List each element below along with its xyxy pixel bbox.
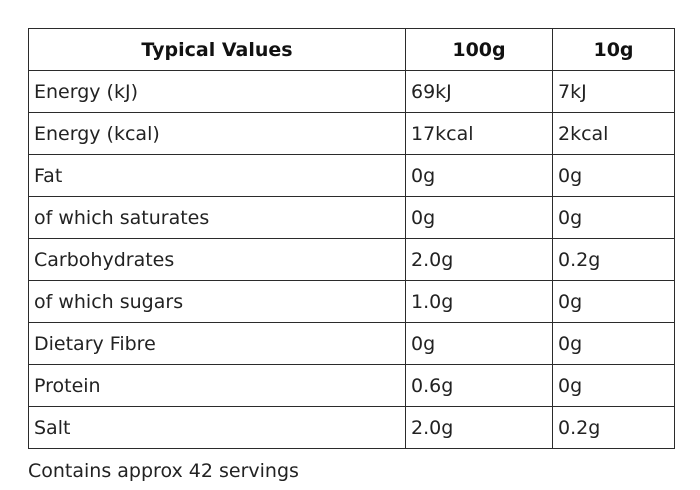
value-per-100g: 0g: [405, 322, 553, 365]
nutrient-label: Protein: [28, 364, 406, 407]
value-per-100g: 1.0g: [405, 280, 553, 323]
nutrient-label: Energy (kJ): [28, 70, 406, 113]
value-per-10g: 0.2g: [552, 238, 675, 281]
value-per-10g: 2kcal: [552, 112, 675, 155]
header-per-100g: 100g: [405, 28, 553, 71]
value-per-10g: 0.2g: [552, 406, 675, 449]
nutrient-label: of which sugars: [28, 280, 406, 323]
nutrient-label: Fat: [28, 154, 406, 197]
table-row: of which sugars 1.0g 0g: [28, 280, 675, 323]
table-row: Fat 0g 0g: [28, 154, 675, 197]
value-per-10g: 0g: [552, 154, 675, 197]
table-row: Energy (kJ) 69kJ 7kJ: [28, 70, 675, 113]
table-header-row: Typical Values 100g 10g: [28, 28, 675, 71]
table-row: Carbohydrates 2.0g 0.2g: [28, 238, 675, 281]
table-row: of which saturates 0g 0g: [28, 196, 675, 239]
nutrient-label: Dietary Fibre: [28, 322, 406, 365]
table-row: Salt 2.0g 0.2g: [28, 406, 675, 449]
value-per-10g: 7kJ: [552, 70, 675, 113]
value-per-100g: 0.6g: [405, 364, 553, 407]
value-per-100g: 2.0g: [405, 238, 553, 281]
servings-footnote: Contains approx 42 servings: [28, 460, 299, 482]
nutrient-label: Energy (kcal): [28, 112, 406, 155]
nutrition-table: Typical Values 100g 10g Energy (kJ) 69kJ…: [28, 28, 675, 449]
table-row: Energy (kcal) 17kcal 2kcal: [28, 112, 675, 155]
nutrient-label: Salt: [28, 406, 406, 449]
nutrient-label: Carbohydrates: [28, 238, 406, 281]
table-row: Protein 0.6g 0g: [28, 364, 675, 407]
value-per-10g: 0g: [552, 280, 675, 323]
value-per-10g: 0g: [552, 364, 675, 407]
value-per-100g: 69kJ: [405, 70, 553, 113]
value-per-10g: 0g: [552, 322, 675, 365]
nutrient-label: of which saturates: [28, 196, 406, 239]
value-per-100g: 0g: [405, 154, 553, 197]
value-per-100g: 2.0g: [405, 406, 553, 449]
value-per-100g: 17kcal: [405, 112, 553, 155]
header-per-10g: 10g: [552, 28, 675, 71]
value-per-10g: 0g: [552, 196, 675, 239]
value-per-100g: 0g: [405, 196, 553, 239]
header-typical-values: Typical Values: [28, 28, 406, 71]
table-row: Dietary Fibre 0g 0g: [28, 322, 675, 365]
